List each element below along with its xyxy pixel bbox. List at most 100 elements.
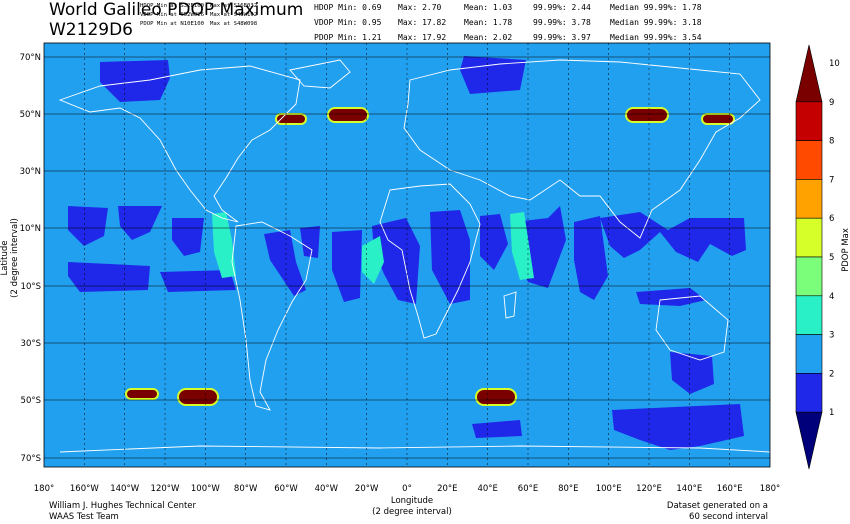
colorbar-segment [795,334,823,374]
longitude-tick-label: 120°E [636,484,662,494]
vdop-mean: Mean: 1.78 [464,18,513,27]
australia-outline [655,295,729,361]
hotspot-s48-e40 [475,388,517,406]
longitude-tick-label: 80°E [558,484,578,494]
longitude-tick-label: 140°E [676,484,702,494]
pdop-max: Max: 17.92 [398,33,447,42]
hdop-p9999: 99.99%: 2.44 [533,3,591,12]
south-america-outline [231,221,313,411]
longitude-tick-label: 40°E [477,484,497,494]
antarctica-outline [59,445,771,453]
colorbar-tick-label: 8 [829,137,834,147]
colorbar-tick-label: 2 [829,369,834,379]
pdop-min-location: PDOP Min at N10E100 [140,21,204,27]
north-america-outline [58,65,301,223]
longitude-tick-label: 100°E [596,484,622,494]
colorbar-tick-label: 5 [829,253,834,263]
longitude-tick-label: 120°W [151,484,180,494]
colorbar-segment [795,101,823,141]
footer-interval-note: 60 second interval [689,512,768,522]
colorbar-segment [795,44,823,103]
graticule [44,43,770,467]
longitude-tick-label: 100°W [191,484,220,494]
longitude-tick-label: 140°W [110,484,139,494]
x-axis-title: Longitude [390,496,434,506]
low-pdop-regions [68,56,746,450]
footer-team-name: WAAS Test Team [49,512,119,522]
pdop-min: PDOP Min: 1.21 [314,33,382,42]
greenland-outline [289,59,351,89]
hdop-mean: Mean: 1.03 [464,3,513,12]
longitude-tick-label: 40°W [315,484,339,494]
colorbar-segment [795,179,823,219]
colorbar-tick-label: 3 [829,331,834,341]
continent-outlines [58,59,771,453]
latitude-tick-labels: 70°N 50°N 30°N 10°N 10°S 30°S 50°S 70°S [20,53,41,464]
longitude-tick-label: 60°E [518,484,538,494]
colorbar-tick-label: 1 [829,408,834,418]
vdop-max-location: Max at S48W102 [210,12,258,18]
pdop-median: Median 99.99%: 3.54 [610,33,702,42]
pdop-p9999: 99.99%: 3.97 [533,33,591,42]
colorbar-tick-label: 9 [829,98,834,108]
y-axis-subtitle: (2 degree interval) [10,218,20,298]
longitude-tick-label: 180° [34,484,54,494]
high-pdop-hotspots [125,107,735,406]
colorbar-segment [795,295,823,335]
map-title: World Galileo PDOP Maximum [49,0,304,20]
pdop-mean: Mean: 2.02 [464,33,513,42]
hotspot-n48-w32 [327,107,369,123]
pdop-max-location: Max at S48W098 [210,21,258,27]
latitude-tick-label: 50°S [21,396,41,406]
longitude-tick-label: 20°W [355,484,379,494]
colorbar-tick-label: 4 [829,292,834,302]
longitude-tick-label: 180° [760,484,780,494]
latitude-tick-label: 30°N [20,167,41,177]
longitude-tick-label: 60°W [274,484,298,494]
colorbar-segment [795,217,823,258]
hdop-min: HDOP Min: 0.69 [314,3,382,12]
vdop-min-location: VDOP Min at S52W026 [140,12,204,18]
latitude-tick-label: 50°N [20,110,41,120]
footer-dataset-note: Dataset generated on a [666,501,768,511]
colorbar-segment [795,256,823,297]
vdop-median: Median 99.99%: 3.18 [610,18,702,27]
vdop-max: Max: 17.82 [398,18,447,27]
vdop-p9999: 99.99%: 3.78 [533,18,591,27]
hotspot-s48-w135 [125,388,159,400]
map-subtitle: W2129D6 [49,20,133,40]
longitude-tick-label: 160°W [70,484,99,494]
longitude-tick-label: 160°E [717,484,743,494]
longitude-tick-label: 20°E [437,484,457,494]
colorbar-segment [795,411,823,470]
latitude-tick-label: 10°S [21,282,41,292]
longitude-tick-label: 80°W [234,484,258,494]
hotspot-n48-e120 [625,107,669,123]
longitude-tick-labels: 180° 160°W 140°W 120°W 100°W 80°W 60°W 40°W 20°W… [34,484,780,494]
colorbar-tick-label: 7 [829,175,834,185]
latitude-tick-label: 10°N [20,224,41,234]
hdop-min-location: HDOP Min at S32E160 [140,3,204,9]
x-axis-subtitle: (2 degree interval) [372,507,452,517]
colorbar-tick-label: 10 [829,59,840,69]
vdop-min: VDOP Min: 0.95 [314,18,382,27]
hdop-median: Median 99.99%: 1.78 [610,3,702,12]
footer-center-name: William J. Hughes Technical Center [49,501,197,511]
hdop-max: Max: 2.70 [398,3,442,12]
hotspot-n48-e155 [701,113,735,125]
latitude-tick-label: 30°S [21,339,41,349]
hotspot-s48-w100 [177,388,219,406]
colorbar-label: PDOP Max [841,228,850,272]
colorbar-tick-label: 6 [829,214,834,224]
y-axis-title: Latitude [0,241,10,276]
eurasia-outline [403,59,761,239]
madagascar-outline [503,291,517,319]
latitude-tick-label: 70°S [21,454,41,464]
latitude-tick-label: 70°N [20,53,41,63]
longitude-tick-label: 0° [402,484,412,494]
colorbar-segment [795,140,823,180]
colorbar-segment [795,373,823,413]
africa-outline [379,183,481,339]
map-frame [43,42,771,468]
